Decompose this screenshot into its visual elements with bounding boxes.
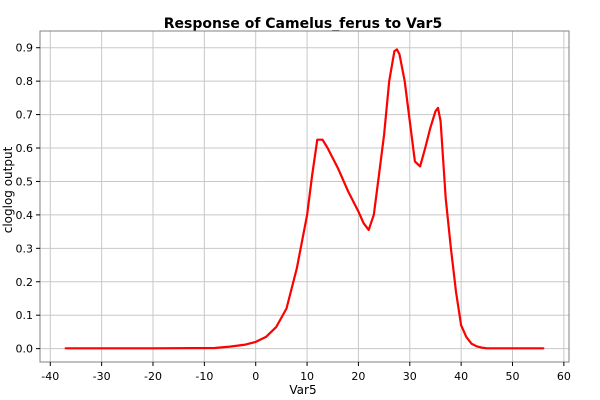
x-axis: -40 -30 -20 -10 0 10 20 30 40 50 60 <box>41 362 571 383</box>
x-tick-label: -20 <box>144 370 162 383</box>
y-tick-label: 0.0 <box>16 343 34 356</box>
x-tick-label: 50 <box>506 370 520 383</box>
y-axis-label: cloglog output <box>1 146 15 233</box>
y-tick-label: 0.8 <box>16 75 34 88</box>
x-tick-label: 0 <box>252 370 259 383</box>
x-axis-label: Var5 <box>289 383 316 397</box>
y-tick-label: 0.9 <box>16 42 34 55</box>
x-tick-label: -30 <box>93 370 111 383</box>
plot-frame <box>39 30 570 363</box>
x-tick-label: 10 <box>300 370 314 383</box>
y-axis: 0.0 0.1 0.2 0.3 0.4 0.5 0.6 0.7 0.8 0.9 <box>16 42 40 356</box>
x-tick-label: 20 <box>351 370 365 383</box>
x-tick-label: 60 <box>557 370 571 383</box>
y-tick-label: 0.2 <box>16 276 34 289</box>
x-tick-label: 40 <box>454 370 468 383</box>
y-tick-label: 0.4 <box>16 209 34 222</box>
y-tick-label: 0.7 <box>16 109 34 122</box>
response-curve <box>64 48 545 350</box>
y-tick-label: 0.6 <box>16 142 34 155</box>
grid <box>40 31 569 362</box>
y-tick-label: 0.3 <box>16 242 34 255</box>
x-tick-label: -10 <box>195 370 213 383</box>
series-layer <box>64 48 545 350</box>
x-tick-label: -40 <box>41 370 59 383</box>
y-tick-label: 0.5 <box>16 175 34 188</box>
x-tick-label: 30 <box>403 370 417 383</box>
chart-title: Response of Camelus_ferus to Var5 <box>164 16 442 32</box>
y-tick-label: 0.1 <box>16 309 34 322</box>
